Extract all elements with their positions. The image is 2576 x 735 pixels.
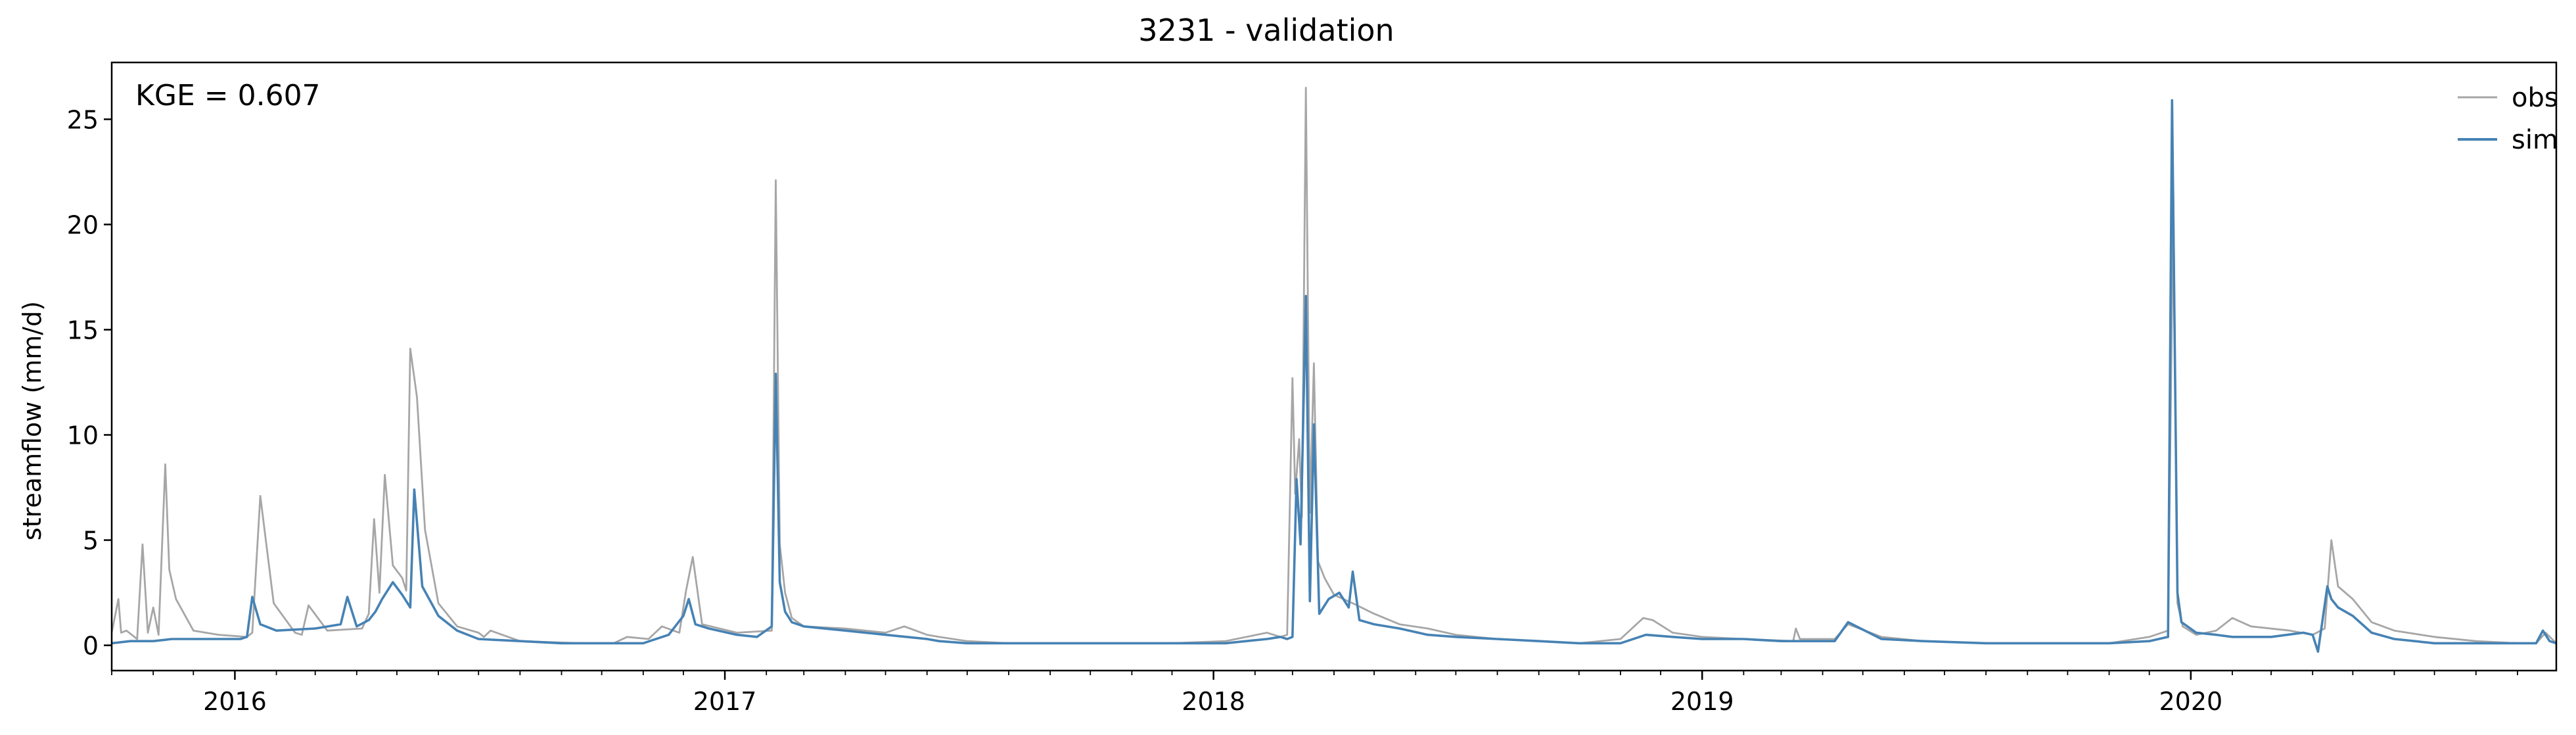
x-tick-label: 2018 (1182, 687, 1245, 716)
x-tick-label: 2017 (693, 687, 757, 716)
plot-area: 0 5 10 15 20 25 2016 2017 2018 2019 2020 KGE = 0.… (67, 61, 2558, 716)
y-axis-label: streamflow (mm/d) (18, 301, 47, 540)
y-tick-label: 25 (67, 105, 99, 134)
x-axis: 2016 2017 2018 2019 2020 (111, 671, 2518, 716)
y-tick-label: 0 (83, 632, 99, 661)
x-tick-label: 2020 (2159, 687, 2222, 716)
x-tick-label: 2016 (203, 687, 267, 716)
chart-title: 3231 - validation (1138, 12, 1394, 48)
y-axis: 0 5 10 15 20 25 (67, 105, 112, 661)
y-tick-label: 15 (67, 316, 99, 344)
series-group (112, 86, 2556, 653)
y-tick-label: 20 (67, 210, 99, 239)
legend-sim-label: sim (2512, 125, 2558, 155)
kge-annotation: KGE = 0.607 (135, 79, 321, 112)
legend-obs-label: obs (2512, 83, 2558, 113)
y-tick-label: 5 (83, 527, 99, 556)
legend: obs sim (2458, 83, 2558, 155)
series-sim-line (112, 99, 2556, 653)
y-tick-label: 10 (67, 421, 99, 450)
x-tick-label: 2019 (1670, 687, 1734, 716)
